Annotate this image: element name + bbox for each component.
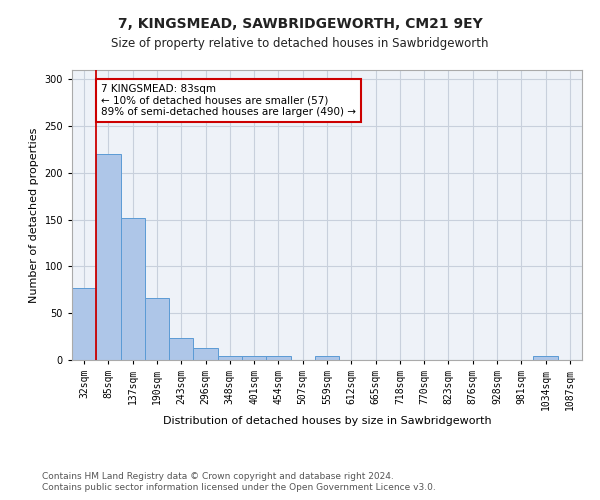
Text: Contains public sector information licensed under the Open Government Licence v3: Contains public sector information licen… [42, 483, 436, 492]
Bar [72, 288, 96, 360]
Y-axis label: Number of detached properties: Number of detached properties [29, 128, 39, 302]
Bar [193, 348, 218, 360]
X-axis label: Distribution of detached houses by size in Sawbridgeworth: Distribution of detached houses by size … [163, 416, 491, 426]
Bar [121, 218, 145, 360]
Bar [96, 154, 121, 360]
Bar [315, 356, 339, 360]
Bar [145, 298, 169, 360]
Bar [242, 356, 266, 360]
Text: Contains HM Land Registry data © Crown copyright and database right 2024.: Contains HM Land Registry data © Crown c… [42, 472, 394, 481]
Bar [169, 338, 193, 360]
Text: 7 KINGSMEAD: 83sqm
← 10% of detached houses are smaller (57)
89% of semi-detache: 7 KINGSMEAD: 83sqm ← 10% of detached hou… [101, 84, 356, 117]
Bar [218, 356, 242, 360]
Bar [266, 356, 290, 360]
Text: Size of property relative to detached houses in Sawbridgeworth: Size of property relative to detached ho… [111, 38, 489, 51]
Text: 7, KINGSMEAD, SAWBRIDGEWORTH, CM21 9EY: 7, KINGSMEAD, SAWBRIDGEWORTH, CM21 9EY [118, 18, 482, 32]
Bar [533, 356, 558, 360]
